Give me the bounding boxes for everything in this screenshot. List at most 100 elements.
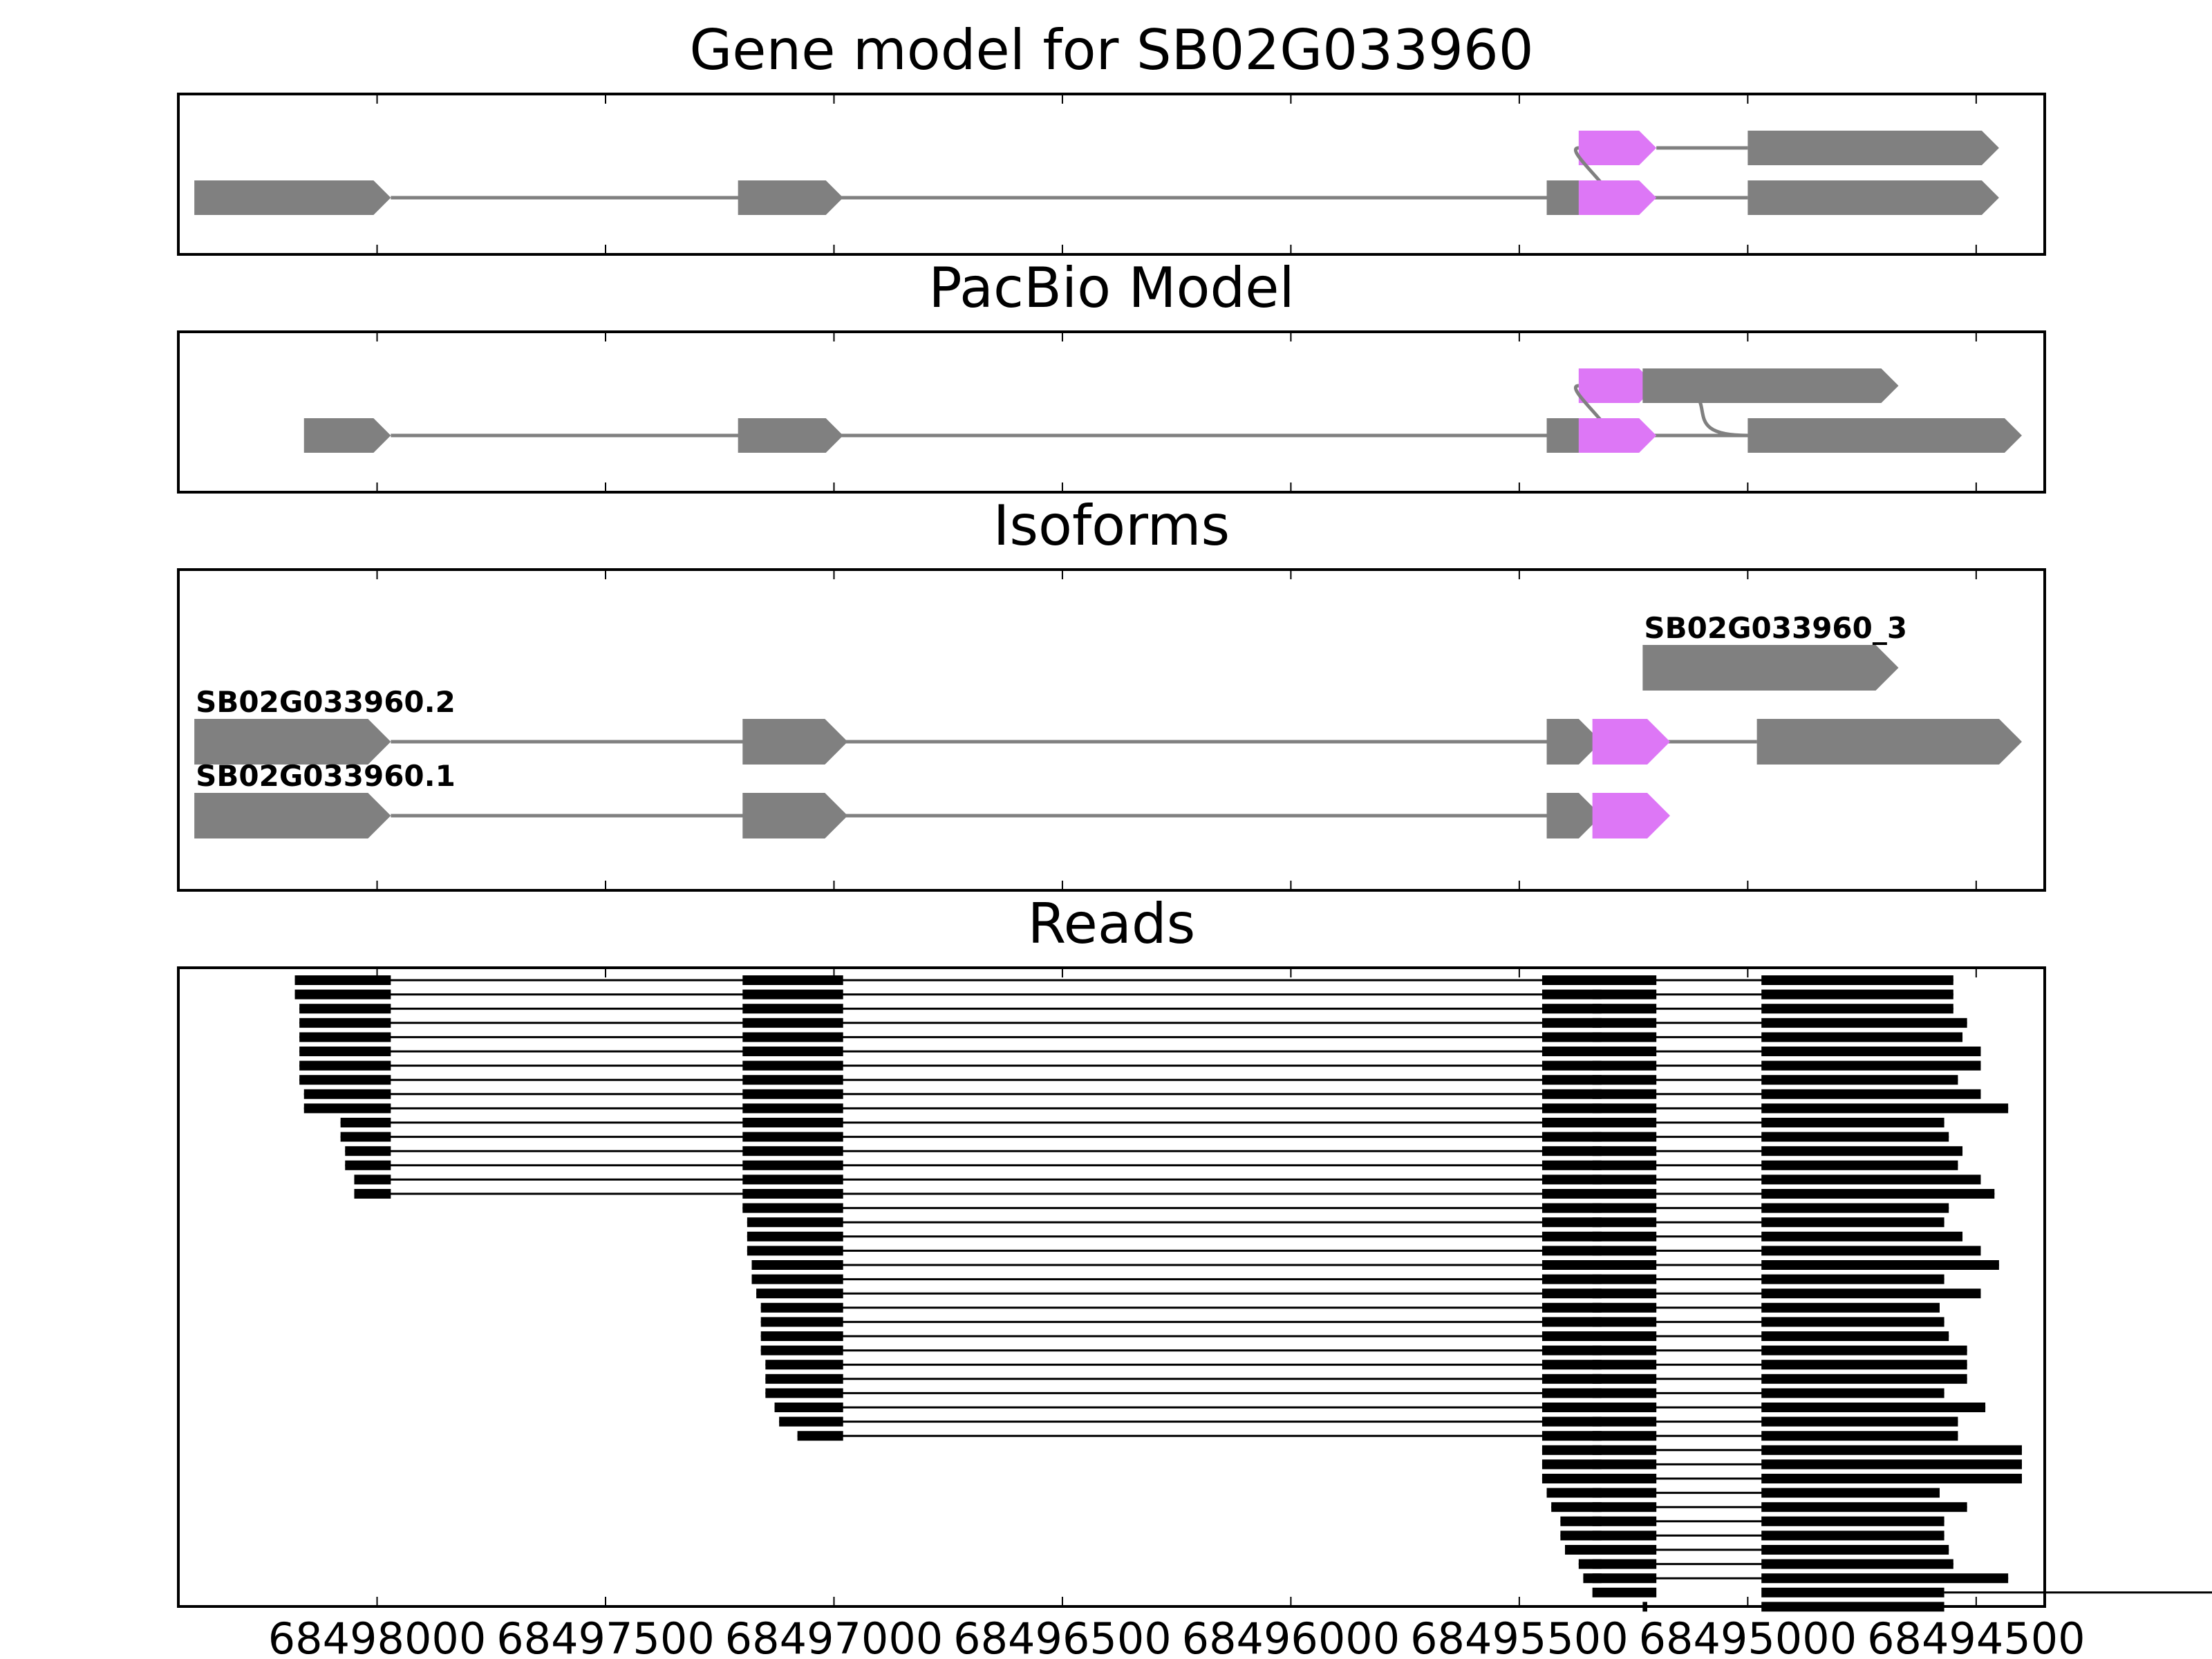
read-31-exon3 <box>1541 1416 1602 1427</box>
read-7-exon3 <box>1541 1075 1602 1085</box>
read-39-exon3 <box>1560 1530 1602 1541</box>
read-6-exon4 <box>1592 1060 1657 1071</box>
read-9-exon5 <box>1761 1103 2009 1114</box>
read-13-exon2 <box>742 1160 843 1170</box>
exon-2-1-1 <box>742 719 848 765</box>
read-31-exon2 <box>779 1416 843 1427</box>
read-8-exon5 <box>1761 1089 1981 1099</box>
read-24-exon5 <box>1761 1317 1944 1327</box>
read-1-exon4 <box>1592 989 1657 1000</box>
read-2-exon5 <box>1761 1004 1953 1014</box>
panel-title-1: PacBio Model <box>928 256 1294 320</box>
read-10-exon2 <box>742 1118 843 1127</box>
read-13-exon4 <box>1592 1160 1657 1170</box>
read-5-exon4 <box>1592 1047 1657 1056</box>
x-tick-label-3: 68496500 <box>953 1613 1172 1659</box>
read-11-exon1 <box>340 1132 391 1142</box>
read-0-exon2 <box>742 975 843 985</box>
exon-1-1-1 <box>738 418 843 453</box>
read-22-exon2 <box>756 1288 843 1299</box>
read-29-exon3 <box>1541 1388 1602 1398</box>
read-23-exon5 <box>1761 1302 1940 1313</box>
read-33-exon4 <box>1592 1445 1657 1455</box>
exon-2-1-2 <box>1546 719 1602 765</box>
read-32-exon4 <box>1592 1431 1657 1441</box>
read-15-exon2 <box>742 1189 843 1199</box>
read-31-exon4 <box>1592 1416 1657 1427</box>
read-13-exon3 <box>1541 1160 1602 1170</box>
exon-0-1-0 <box>194 180 391 215</box>
read-17-exon5 <box>1761 1217 1944 1228</box>
exon-1-0-0 <box>1578 368 1657 403</box>
read-26-exon2 <box>760 1345 843 1356</box>
read-34-exon3 <box>1541 1459 1602 1470</box>
read-7-exon1 <box>299 1075 391 1085</box>
x-tick-label-4: 68496000 <box>1182 1613 1400 1659</box>
read-20-exon5 <box>1761 1260 1999 1270</box>
read-4-exon4 <box>1592 1032 1657 1042</box>
read-2-exon3 <box>1541 1004 1602 1014</box>
read-27-exon3 <box>1541 1360 1602 1370</box>
read-21-exon5 <box>1761 1274 1944 1284</box>
read-7-exon2 <box>742 1075 843 1085</box>
x-tick-label-1: 68497500 <box>496 1613 715 1659</box>
exon-2-0-0 <box>1642 645 1899 691</box>
read-9-exon2 <box>742 1103 843 1114</box>
read-3-exon3 <box>1541 1018 1602 1028</box>
frames-layer <box>177 93 2046 1608</box>
read-13-exon5 <box>1761 1160 1958 1170</box>
read-2-exon4 <box>1592 1004 1657 1014</box>
exon-0-1-4 <box>1747 180 1999 215</box>
read-0-exon5 <box>1761 975 1953 985</box>
read-29-exon4 <box>1592 1388 1657 1398</box>
read-14-exon3 <box>1541 1174 1602 1185</box>
read-0-exon4 <box>1592 975 1657 985</box>
read-22-exon5 <box>1761 1288 1981 1299</box>
read-19-exon5 <box>1761 1246 1981 1256</box>
exon-1-1-3 <box>1578 418 1657 453</box>
read-1-exon5 <box>1761 989 1953 1000</box>
x-tick-label-7: 68494500 <box>1867 1613 2086 1659</box>
exon-0-0-1 <box>1747 131 1999 165</box>
read-37-exon5 <box>1761 1502 1967 1512</box>
read-12-exon5 <box>1761 1146 1963 1156</box>
exon-2-1-3 <box>1592 719 1671 765</box>
read-32-exon5 <box>1761 1431 1958 1441</box>
isoform-label-1: SB02G033960.2 <box>196 685 456 719</box>
read-4-exon5 <box>1761 1032 1963 1042</box>
x-tick-label-2: 68497000 <box>725 1613 944 1659</box>
exon-2-1-0 <box>194 719 391 765</box>
read-6-exon3 <box>1541 1060 1602 1071</box>
read-13-exon1 <box>345 1160 391 1170</box>
read-16-exon5 <box>1761 1203 1949 1213</box>
exon-2-2-0 <box>194 793 391 838</box>
read-29-exon5 <box>1761 1388 1944 1398</box>
read-12-exon2 <box>742 1146 843 1156</box>
read-14-exon2 <box>742 1174 843 1185</box>
read-1-exon2 <box>742 989 843 1000</box>
read-20-exon3 <box>1541 1260 1602 1270</box>
read-5-exon2 <box>742 1047 843 1056</box>
read-11-exon2 <box>742 1132 843 1142</box>
read-25-exon3 <box>1541 1331 1602 1341</box>
panel-frame-0 <box>177 93 2046 256</box>
read-15-exon1 <box>354 1189 391 1199</box>
reads-frame <box>177 966 2046 1608</box>
read-24-exon4 <box>1592 1317 1657 1327</box>
read-11-exon4 <box>1592 1132 1657 1142</box>
read-25-exon2 <box>760 1331 843 1341</box>
x-tick-label-6: 68495000 <box>1639 1613 1857 1659</box>
read-7-exon5 <box>1761 1075 1958 1085</box>
text-layer: Gene model for SB02G033960 PacBio Model Is… <box>196 18 2086 1659</box>
read-30-exon2 <box>774 1403 843 1412</box>
read-6-exon5 <box>1761 1060 1981 1071</box>
read-8-exon2 <box>742 1089 843 1099</box>
read-38-exon3 <box>1560 1516 1602 1526</box>
read-27-exon2 <box>765 1360 843 1370</box>
read-10-exon3 <box>1541 1118 1602 1127</box>
read-28-exon3 <box>1541 1374 1602 1384</box>
read-35-exon4 <box>1592 1474 1657 1483</box>
read-21-exon4 <box>1592 1274 1657 1284</box>
read-25-exon4 <box>1592 1331 1657 1341</box>
